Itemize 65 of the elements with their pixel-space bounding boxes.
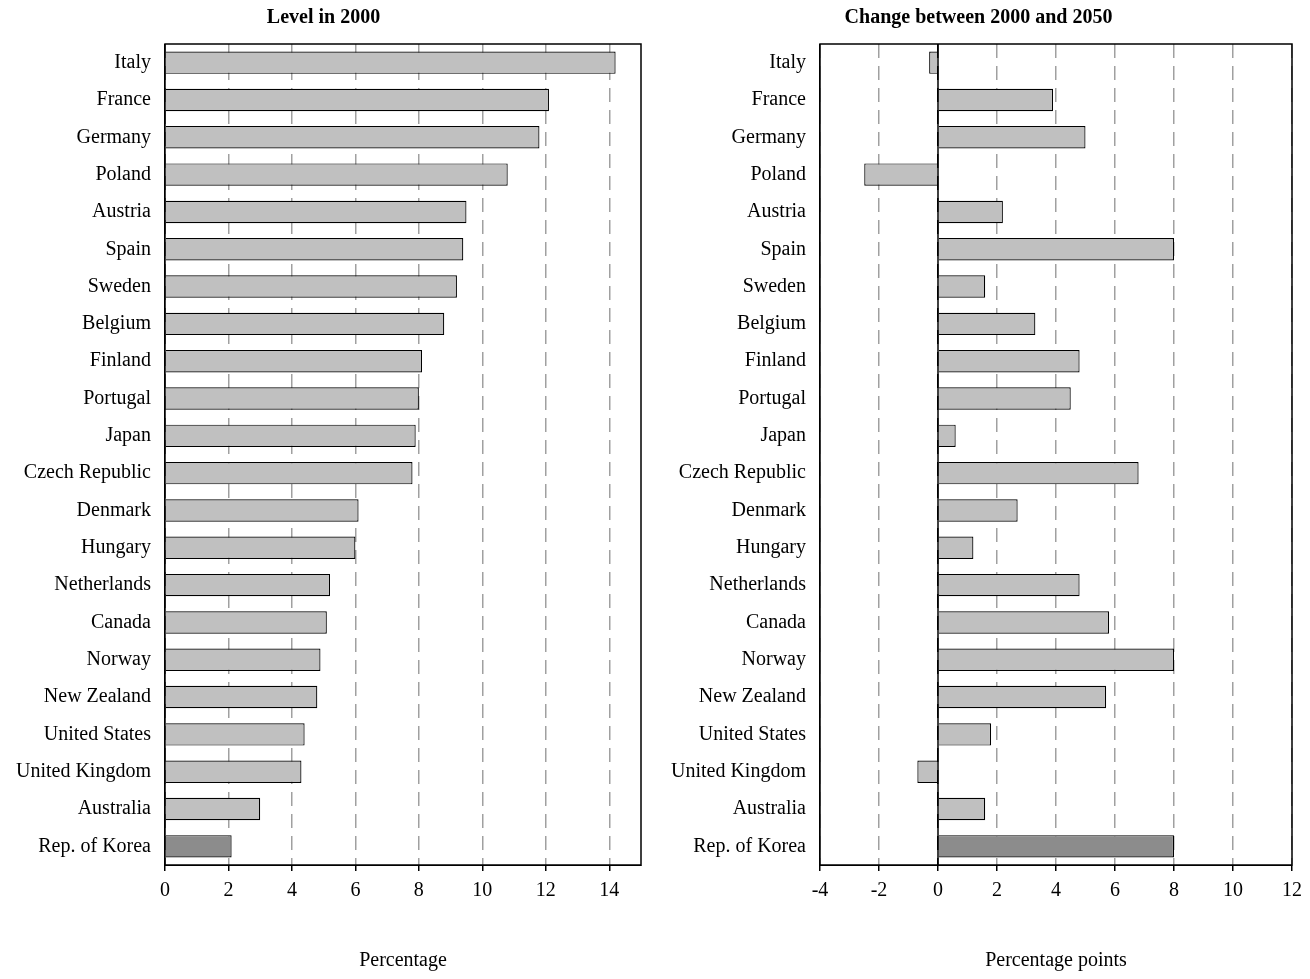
chart-title: Level in 2000 — [266, 5, 381, 28]
y-tick-label: Sweden — [87, 273, 151, 296]
x-axis-title: Percentage points — [985, 948, 1128, 972]
y-tick-label: Belgium — [737, 311, 807, 335]
x-tick-label: 0 — [932, 878, 943, 901]
y-tick-label: United Kingdom — [15, 758, 152, 782]
y-tick-label: Canada — [91, 609, 152, 632]
x-tick-label: 2 — [223, 878, 234, 901]
y-tick-label: Hungary — [81, 535, 151, 559]
y-tick-label: Poland — [750, 161, 806, 184]
y-tick-label: Australia — [732, 796, 807, 819]
x-tick-label: 10 — [472, 878, 493, 901]
y-tick-label: Australia — [77, 796, 152, 819]
y-tick-label: Portugal — [738, 385, 807, 409]
y-tick-label: Netherlands — [709, 572, 807, 595]
x-tick-label: 0 — [159, 878, 170, 901]
y-tick-label: Spain — [105, 236, 151, 260]
y-tick-label: Sweden — [742, 273, 806, 296]
y-tick-label: Norway — [86, 647, 151, 670]
x-tick-label: 8 — [1169, 878, 1179, 901]
y-tick-label: United States — [698, 721, 807, 744]
y-tick-label: Canada — [746, 609, 807, 632]
y-tick-label: United Kingdom — [670, 758, 807, 782]
y-tick-label: France — [751, 87, 807, 110]
x-axis-title: Percentage — [359, 948, 447, 972]
y-tick-label: Hungary — [736, 535, 806, 559]
x-tick-label: 10 — [1223, 878, 1243, 901]
y-tick-label: Poland — [95, 161, 151, 184]
y-tick-label: United States — [43, 721, 152, 744]
y-tick-label: Belgium — [82, 311, 152, 335]
x-tick-label: 2 — [991, 878, 1002, 901]
x-tick-label: 6 — [350, 878, 361, 901]
y-tick-label: Rep. of Korea — [693, 833, 807, 857]
y-tick-label: Germany — [76, 124, 151, 148]
x-tick-label: 12 — [535, 878, 556, 901]
y-tick-label: Japan — [105, 423, 151, 447]
y-tick-label: Italy — [114, 49, 151, 73]
x-tick-label: 4 — [1051, 878, 1061, 901]
y-tick-label: Germany — [731, 124, 806, 148]
y-tick-label: Italy — [769, 49, 806, 73]
y-tick-label: Finland — [89, 348, 151, 371]
y-tick-label: Czech Republic — [23, 460, 152, 484]
y-tick-label: Czech Republic — [678, 460, 807, 484]
y-tick-label: New Zealand — [43, 684, 151, 707]
chart-title: Change between 2000 and 2050 — [844, 5, 1113, 29]
y-tick-label: New Zealand — [698, 684, 806, 707]
y-tick-label: Spain — [760, 236, 806, 260]
y-tick-label: Finland — [744, 348, 806, 371]
x-tick-label: 12 — [1282, 878, 1302, 901]
y-tick-label: France — [96, 87, 152, 110]
y-tick-label: Japan — [760, 423, 806, 447]
y-tick-label: Denmark — [76, 497, 151, 520]
y-tick-label: Denmark — [731, 497, 806, 520]
x-tick-label: 4 — [286, 878, 297, 901]
y-tick-label: Austria — [92, 199, 152, 222]
x-tick-label: 8 — [413, 878, 424, 901]
y-tick-label: Portugal — [83, 385, 152, 409]
y-tick-label: Netherlands — [54, 572, 152, 595]
y-tick-label: Rep. of Korea — [38, 833, 152, 857]
y-tick-label: Norway — [741, 647, 806, 670]
y-tick-label: Austria — [747, 199, 807, 222]
x-tick-label: -2 — [870, 878, 888, 901]
x-tick-label: 14 — [599, 878, 620, 901]
x-tick-label: -4 — [811, 878, 829, 901]
x-tick-label: 6 — [1110, 878, 1120, 901]
